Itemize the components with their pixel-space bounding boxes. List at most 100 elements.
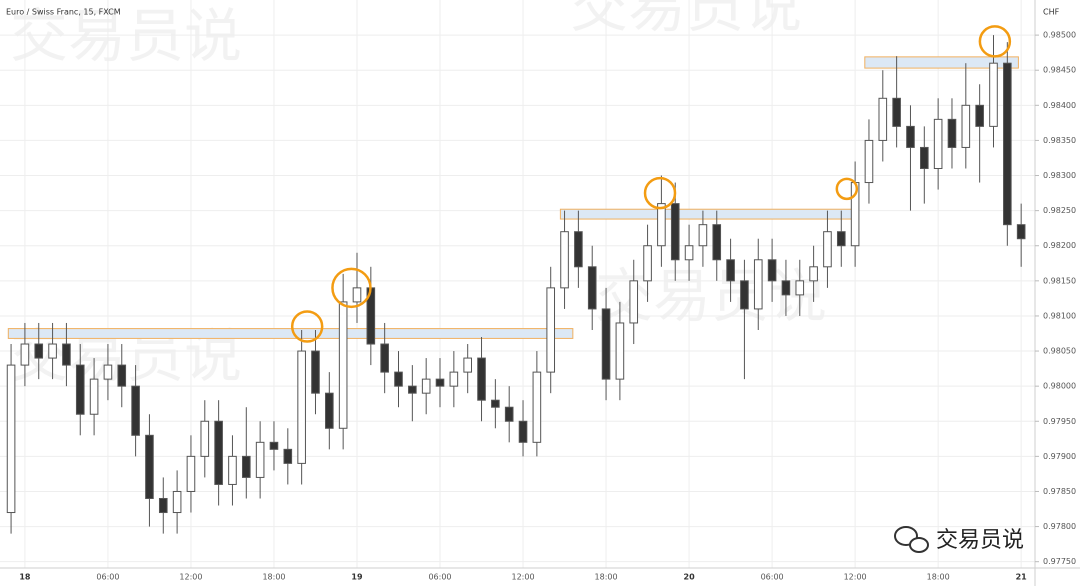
y-tick-label: 0.98450 [1043, 66, 1076, 75]
candle-body [380, 343, 389, 373]
candle-body [491, 399, 500, 408]
candle-body [975, 104, 984, 127]
x-tick-label: 18:00 [595, 573, 618, 582]
candle-body [518, 420, 528, 443]
highlight-circle [290, 310, 324, 343]
candle-body [20, 343, 30, 366]
candle-body [62, 343, 71, 366]
x-tick-label: 18:00 [262, 573, 285, 582]
candle-body [435, 378, 445, 387]
chart-title: Euro / Swiss Franc, 15, FXCM [6, 8, 121, 17]
candle-body [145, 434, 154, 499]
candle-body [311, 350, 320, 394]
x-tick-label: 20 [684, 573, 696, 582]
y-tick-label: 0.97800 [1043, 522, 1076, 531]
candle-body [6, 364, 16, 514]
candle-body [186, 455, 196, 492]
candle-body [463, 357, 472, 373]
y-tick-label: 0.97850 [1043, 487, 1076, 496]
candle-body [131, 385, 140, 436]
x-tick-label: 19 [351, 573, 363, 582]
y-tick-label: 0.98250 [1043, 206, 1076, 215]
candle-body [781, 280, 791, 296]
highlight-circle [978, 25, 1012, 58]
candle-body [947, 118, 957, 148]
highlight-circle [643, 176, 677, 210]
candle-body [906, 125, 915, 148]
candle-body [241, 455, 251, 478]
candles [6, 35, 1026, 534]
candle-body [214, 420, 223, 485]
markers [290, 25, 1012, 343]
candle-body [919, 146, 929, 170]
candle-body [477, 357, 486, 401]
y-tick-label: 0.98050 [1043, 347, 1076, 356]
candle-body [809, 266, 818, 282]
candle-body [75, 364, 85, 415]
candle-body [48, 343, 57, 359]
candle-body [836, 231, 846, 247]
candle-body [587, 266, 597, 310]
y-tick-label: 0.97750 [1043, 557, 1076, 566]
candle-body [601, 308, 611, 380]
x-tick-label: 12:00 [179, 573, 202, 582]
candle-body [615, 322, 625, 380]
candle-body [892, 97, 901, 127]
y-tick-label: 0.98100 [1043, 311, 1076, 320]
y-tick-label: 0.98500 [1043, 31, 1076, 40]
y-tick-label: 0.98000 [1043, 382, 1076, 391]
candle-body [228, 455, 237, 485]
candle-body [989, 62, 998, 127]
candle-body [255, 441, 265, 478]
candle-body [767, 259, 777, 282]
candle-body [449, 371, 459, 387]
y-tick-label: 0.98350 [1043, 136, 1076, 145]
y-tick-label: 0.97900 [1043, 452, 1076, 461]
candle-body [103, 364, 113, 380]
grid [0, 0, 1035, 568]
candle-body [878, 97, 888, 141]
candle-body [532, 371, 542, 443]
candle-body [560, 231, 569, 289]
candle-body [200, 420, 210, 457]
candle-body [89, 378, 99, 415]
candle-body [726, 259, 735, 282]
y-tick-label: 0.97950 [1043, 417, 1076, 426]
candle-body [117, 364, 127, 387]
x-tick-label: 18:00 [927, 573, 950, 582]
candle-body [684, 245, 694, 261]
y-tick-label: 0.98200 [1043, 241, 1076, 250]
highlight-circle [331, 267, 372, 309]
candle-body [698, 224, 708, 247]
candle-body [795, 280, 805, 296]
highlight-circle [835, 177, 859, 201]
logo-text: 交易员说 [936, 528, 1024, 553]
y-tick-label: 0.98300 [1043, 171, 1076, 180]
y-unit: CHF [1043, 8, 1060, 17]
candle-body [629, 280, 639, 324]
candle-body [823, 231, 832, 268]
candle-body [172, 490, 182, 514]
x-tick-label: 06:00 [96, 573, 119, 582]
candle-body [933, 118, 943, 170]
candle-body [670, 203, 680, 261]
watermark: 交易员说 [10, 2, 242, 70]
logo: 交易员说 [894, 526, 1024, 553]
x-tick-label: 06:00 [761, 573, 784, 582]
candle-body [753, 259, 763, 310]
candle-body [643, 245, 652, 282]
candle-body [269, 441, 279, 450]
candle-body [574, 231, 583, 268]
x-tick-label: 12:00 [512, 573, 535, 582]
zone [7, 328, 574, 339]
x-tick-label: 06:00 [428, 573, 451, 582]
candle-body [283, 448, 293, 464]
candle-body [961, 104, 971, 148]
candle-body [657, 203, 666, 247]
candle-body [421, 378, 431, 394]
candle-body [1003, 62, 1012, 226]
y-tick-label: 0.98400 [1043, 101, 1076, 110]
